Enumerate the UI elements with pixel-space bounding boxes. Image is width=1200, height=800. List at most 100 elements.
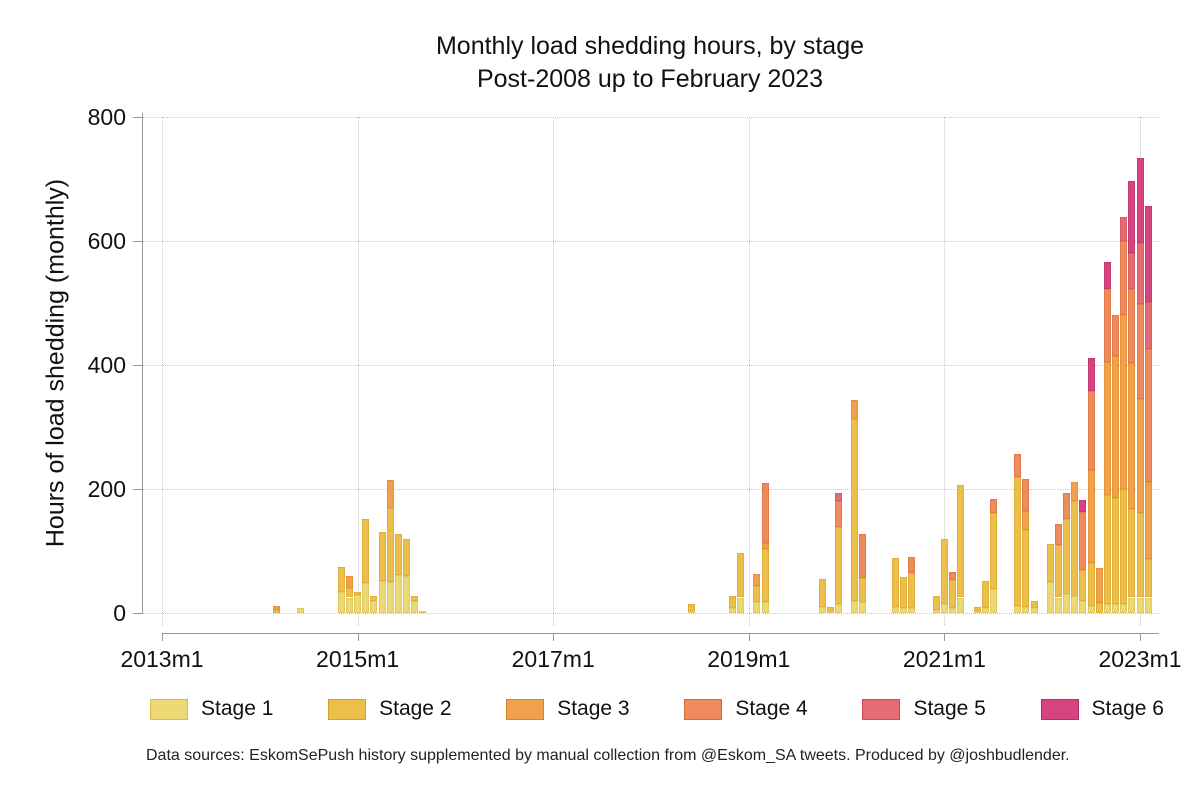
legend-label-stage-3: Stage 3 — [557, 697, 630, 720]
bar-segment-stage-1-2018m12 — [737, 597, 745, 613]
gridline-horizontal — [142, 117, 1160, 118]
chart-title: Monthly load shedding hours, by stage — [435, 32, 865, 60]
y-axis-tick — [133, 365, 142, 366]
bar-segment-stage-2-2022m6 — [1079, 569, 1087, 601]
bar-segment-stage-2-2021m5 — [973, 606, 981, 612]
bar-segment-stage-2-2020m2 — [851, 418, 859, 601]
bar-segment-stage-2-2015m6 — [394, 533, 402, 575]
x-axis-tick — [162, 633, 163, 641]
bar-segment-stage-2-2021m1 — [940, 538, 948, 604]
gridline-vertical — [162, 117, 163, 625]
bar-segment-stage-4-2021m7 — [989, 498, 997, 514]
bar-segment-stage-1-2021m6 — [981, 608, 989, 613]
bar-segment-stage-3-2022m7 — [1087, 470, 1095, 564]
bar-segment-stage-1-2019m2 — [753, 602, 761, 613]
bar-segment-stage-2-2019m3 — [761, 549, 769, 602]
bar-segment-stage-1-2022m3 — [1055, 597, 1062, 613]
bar-segment-stage-3-2022m10 — [1112, 355, 1120, 499]
bar-segment-stage-1-2020m2 — [851, 600, 859, 613]
legend: Stage 1 Stage 2 Stage 3 Stage 4 Stage 5 Stage… — [150, 697, 1164, 721]
bar-segment-stage-2-2015m1 — [354, 591, 362, 595]
y-axis-tick — [133, 241, 142, 242]
y-axis-tick — [133, 489, 142, 490]
bar-segment-stage-2-2019m11 — [826, 607, 834, 612]
legend-label-stage-1: Stage 1 — [201, 697, 274, 720]
y-tick-label: 0 — [113, 600, 126, 626]
bar-segment-stage-4-2021m11 — [1022, 479, 1030, 512]
bar-segment-stage-2-2022m11 — [1120, 489, 1128, 604]
bar-segment-stage-1-2014m12 — [345, 597, 353, 613]
bar-segment-stage-4-2019m3 — [761, 483, 769, 543]
bar-segment-stage-1-2021m10 — [1014, 605, 1022, 613]
bar-segment-stage-1-2021m3 — [957, 597, 965, 613]
bar-segment-stage-2-2021m10 — [1014, 477, 1022, 606]
bar-segment-stage-6-2022m9 — [1103, 262, 1111, 289]
bar-segment-stage-1-2014m11 — [337, 591, 345, 613]
legend-item-stage-5: Stage 5 — [862, 697, 986, 721]
bar-segment-stage-2-2018m12 — [737, 552, 745, 598]
bar-segment-stage-1-2023m1 — [1136, 597, 1144, 613]
bar-segment-stage-2-2019m12 — [834, 527, 842, 604]
legend-label-stage-4: Stage 4 — [735, 697, 808, 720]
bar-segment-stage-1-2022m9 — [1103, 603, 1111, 613]
bar-segment-stage-1-2022m6 — [1079, 600, 1087, 613]
bar-segment-stage-3-2019m2 — [753, 573, 761, 587]
bar-segment-stage-2-2020m3 — [859, 578, 867, 602]
gridline-horizontal — [142, 241, 1160, 242]
bar-segment-stage-1-2021m1 — [940, 603, 948, 613]
bar-segment-stage-1-2019m3 — [761, 601, 769, 613]
bar-segment-stage-3-2023m1 — [1136, 399, 1144, 513]
legend-item-stage-1: Stage 1 — [150, 697, 273, 721]
bar-segment-stage-2-2021m3 — [957, 484, 965, 598]
bar-segment-stage-1-2015m4 — [378, 580, 386, 613]
bar-segment-stage-2-2021m6 — [981, 581, 989, 609]
bar-segment-stage-2-2015m5 — [386, 507, 394, 582]
legend-item-stage-2: Stage 2 — [328, 697, 452, 721]
y-tick-label: 800 — [87, 104, 126, 130]
bar-segment-stage-2-2021m12 — [1030, 600, 1038, 609]
bar-segment-stage-2-2014m3 — [272, 609, 280, 613]
bar-segment-stage-2-2022m12 — [1128, 509, 1136, 598]
bar-segment-stage-1-2020m12 — [932, 609, 940, 613]
bar-segment-stage-1-2015m8 — [411, 601, 419, 613]
bar-segment-stage-2-2021m11 — [1022, 529, 1030, 607]
bar-segment-stage-1-2018m11 — [729, 608, 736, 613]
y-tick-label: 600 — [87, 228, 126, 254]
bar-segment-stage-5-2019m12 — [834, 492, 842, 501]
chart-subtitle: Post-2008 up to February 2023 — [476, 65, 824, 93]
bar-segment-stage-1-2021m2 — [949, 608, 957, 613]
x-axis-tick — [357, 633, 359, 641]
bar-segment-stage-2-2021m2 — [949, 580, 957, 609]
bar-segment-stage-1-2019m12 — [834, 603, 842, 613]
bar-segment-stage-4-2020m9 — [908, 556, 916, 574]
x-tick-label: 2015m1 — [316, 646, 400, 672]
bar-segment-stage-4-2022m9 — [1103, 288, 1111, 362]
bar-segment-stage-4-2022m3 — [1055, 524, 1062, 545]
bar-segment-stage-2-2022m5 — [1071, 501, 1079, 596]
gridline-vertical — [748, 117, 750, 625]
legend-item-stage-6: Stage 6 — [1040, 697, 1164, 721]
bar-segment-stage-1-2015m9 — [419, 611, 427, 613]
bar-segment-stage-4-2022m6 — [1079, 511, 1087, 570]
y-tick-label: 200 — [87, 476, 126, 502]
bar-segment-stage-3-2014m3 — [272, 605, 280, 610]
bar-segment-stage-1-2015m3 — [370, 601, 378, 613]
legend-label-stage-6: Stage 6 — [1091, 697, 1164, 720]
legend-label-stage-2: Stage 2 — [379, 697, 452, 720]
bar-segment-stage-6-2023m1 — [1136, 157, 1144, 243]
bar-segment-stage-2-2015m7 — [403, 538, 410, 576]
bar-segment-stage-1-2019m11 — [826, 611, 834, 613]
bar-segment-stage-3-2022m5 — [1071, 481, 1079, 502]
y-axis-line — [142, 113, 143, 614]
bar-segment-stage-4-2022m4 — [1063, 493, 1071, 520]
bar-segment-stage-2-2022m8 — [1095, 603, 1103, 613]
bar-segment-stage-2-2022m3 — [1055, 544, 1062, 598]
bar-segment-stage-1-2021m7 — [989, 588, 997, 613]
bar-segment-stage-1-2020m7 — [892, 606, 899, 613]
bar-segment-stage-4-2023m2 — [1144, 348, 1152, 483]
bar-segment-stage-1-2020m8 — [900, 608, 908, 613]
legend-swatch-stage-6 — [1040, 698, 1079, 720]
bar-segment-stage-4-2023m1 — [1136, 304, 1144, 400]
bar-segment-stage-1-2021m12 — [1030, 608, 1038, 613]
